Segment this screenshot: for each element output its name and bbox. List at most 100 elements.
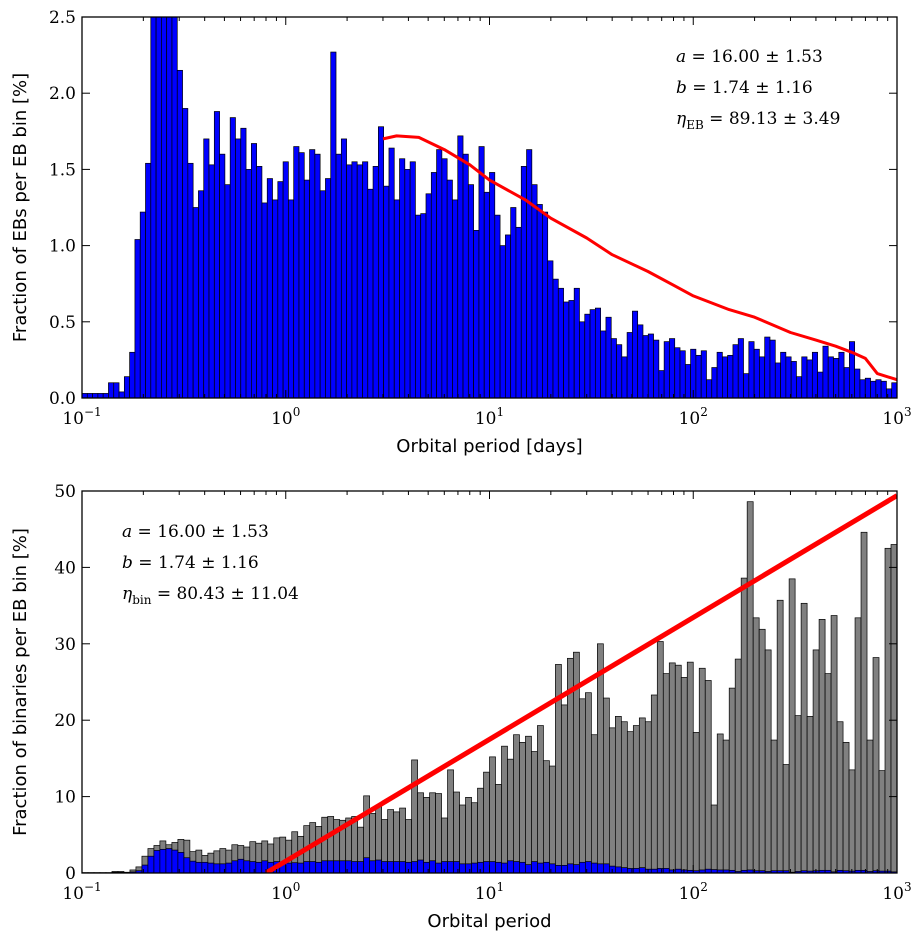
bar-binaries bbox=[591, 734, 598, 873]
bar-ebs bbox=[555, 865, 562, 873]
bar bbox=[499, 245, 506, 398]
bar-binaries bbox=[662, 673, 670, 873]
bar bbox=[113, 382, 120, 398]
fit-parameter: b = 1.74 ± 1.16 bbox=[676, 78, 813, 98]
bar-binaries bbox=[579, 698, 586, 873]
bar-binaries bbox=[734, 658, 742, 873]
bar-binaries bbox=[644, 721, 652, 873]
y-tick-label: 0.0 bbox=[49, 389, 76, 409]
bar bbox=[240, 127, 247, 398]
bar-ebs bbox=[195, 861, 203, 873]
bar-binaries bbox=[638, 717, 646, 873]
bar-ebs bbox=[393, 861, 400, 873]
bar bbox=[473, 230, 480, 398]
bar-ebs bbox=[345, 860, 353, 873]
bar bbox=[356, 164, 363, 398]
bar bbox=[362, 161, 369, 398]
bar bbox=[372, 166, 379, 398]
bar-ebs bbox=[423, 861, 430, 873]
bar bbox=[161, 17, 168, 398]
bar-ebs bbox=[375, 859, 382, 873]
bar bbox=[446, 179, 453, 398]
bar-ebs bbox=[315, 861, 323, 873]
bar-binaries bbox=[447, 769, 454, 873]
bar-binaries bbox=[722, 739, 730, 873]
bar-ebs bbox=[153, 850, 161, 873]
bar bbox=[335, 153, 342, 398]
bar-ebs bbox=[303, 861, 311, 873]
bar bbox=[780, 351, 787, 398]
bar bbox=[314, 153, 321, 398]
bar bbox=[118, 391, 125, 398]
bar-ebs bbox=[387, 861, 394, 873]
bar-ebs bbox=[291, 862, 299, 873]
bar-ebs bbox=[357, 861, 365, 873]
bar bbox=[811, 351, 818, 398]
bar bbox=[684, 364, 691, 398]
y-axis-label: Fraction of EBs per EB bin [%] bbox=[10, 73, 31, 342]
x-tick-label: 10−1 bbox=[62, 880, 101, 904]
fit-parameter: a = 16.00 ± 1.53 bbox=[122, 522, 269, 542]
bar-ebs bbox=[620, 867, 628, 873]
bar bbox=[563, 301, 570, 398]
bar bbox=[589, 309, 596, 398]
bar-binaries bbox=[656, 641, 664, 873]
bar-binaries bbox=[459, 804, 466, 873]
bar bbox=[219, 153, 226, 398]
bar bbox=[467, 184, 474, 398]
bar bbox=[759, 356, 766, 398]
bar-binaries bbox=[423, 797, 430, 873]
bar-binaries bbox=[752, 617, 760, 873]
bar bbox=[674, 347, 681, 398]
bar-ebs bbox=[309, 861, 317, 873]
bar-ebs bbox=[489, 861, 496, 873]
bar bbox=[166, 17, 173, 398]
y-tick-label: 2.0 bbox=[49, 84, 76, 104]
x-tick-label: 101 bbox=[475, 405, 504, 429]
bar-ebs bbox=[183, 857, 191, 873]
bar bbox=[526, 149, 533, 398]
bar bbox=[727, 354, 734, 398]
bar bbox=[669, 338, 676, 398]
bar bbox=[632, 310, 639, 398]
bar-binaries bbox=[603, 697, 610, 873]
bar-ebs bbox=[543, 861, 550, 873]
bar bbox=[505, 234, 512, 398]
bar-binaries bbox=[698, 667, 706, 873]
x-tick-label: 103 bbox=[882, 405, 911, 429]
bar bbox=[192, 207, 199, 398]
bar bbox=[822, 345, 829, 398]
bar-binaries bbox=[543, 760, 550, 873]
bar bbox=[86, 393, 93, 398]
bar bbox=[547, 260, 554, 398]
bar bbox=[785, 356, 792, 398]
y-tick-label: 2.5 bbox=[49, 8, 76, 28]
x-axis-label: Orbital period [days] bbox=[396, 436, 582, 457]
bar bbox=[288, 199, 295, 398]
bar-binaries bbox=[842, 742, 850, 873]
bar bbox=[594, 307, 601, 398]
bar bbox=[801, 356, 808, 398]
bar bbox=[224, 184, 231, 398]
bar bbox=[605, 316, 612, 398]
bar bbox=[92, 393, 99, 398]
bar bbox=[155, 17, 162, 398]
bar bbox=[870, 380, 877, 398]
bar-ebs bbox=[429, 860, 436, 873]
bar bbox=[139, 211, 146, 398]
y-tick-label: 30 bbox=[54, 635, 76, 655]
bar-ebs bbox=[417, 859, 424, 873]
bar bbox=[346, 164, 353, 398]
bar-binaries bbox=[686, 661, 694, 873]
bar-ebs bbox=[525, 864, 532, 873]
bar bbox=[764, 336, 771, 398]
bar bbox=[251, 143, 257, 398]
bar-binaries bbox=[740, 577, 748, 873]
bar-binaries bbox=[435, 793, 442, 873]
bar-ebs bbox=[549, 863, 556, 873]
bar-ebs bbox=[435, 862, 442, 873]
bar-binaries bbox=[477, 787, 484, 873]
bar bbox=[536, 204, 543, 398]
bar-binaries bbox=[411, 759, 418, 873]
bar bbox=[838, 351, 845, 398]
